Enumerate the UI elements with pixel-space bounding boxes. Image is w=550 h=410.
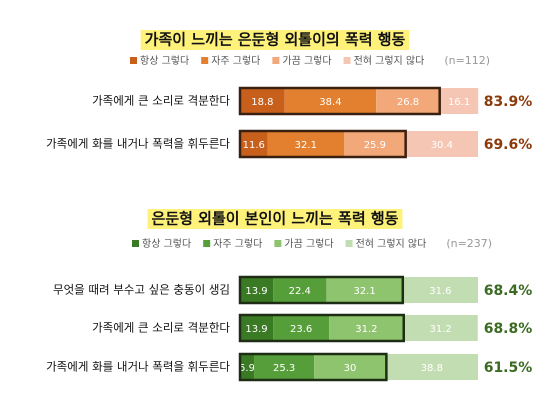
bar-segment (344, 131, 406, 157)
total-outline (238, 313, 405, 343)
bar-segment (385, 354, 478, 380)
total-label: 68.8% (484, 321, 533, 337)
legend-label: 항상 그렇다 (142, 237, 191, 250)
category-label: 가족에게 화를 내거나 폭력을 휘두른다 (46, 137, 230, 151)
bar-segment (240, 131, 268, 157)
legend-swatch (272, 57, 280, 64)
segment-label: 32.1 (295, 140, 317, 151)
category-label: 가족에게 화를 내거나 폭력을 휘두른다 (46, 360, 230, 374)
total-outline (238, 352, 388, 382)
bar-segment (439, 88, 479, 114)
bar-segment (240, 315, 274, 341)
bar-segment (240, 354, 255, 380)
bar-segment (284, 88, 377, 114)
legend-swatch (274, 240, 282, 247)
legend-swatch (201, 57, 209, 64)
total-outline (238, 86, 441, 116)
sample-size-note: (n=237) (446, 237, 492, 250)
bar-segment (240, 88, 285, 114)
bar-segment (254, 354, 315, 380)
segment-label: 38.4 (319, 97, 341, 108)
chart-title: 은둔형 외톨이 본인이 느끼는 폭력 행동 (152, 210, 399, 228)
segment-label: 30.4 (431, 140, 453, 151)
segment-label: 23.6 (290, 324, 312, 335)
segment-label: 16.1 (448, 97, 470, 108)
total-outline (238, 275, 405, 305)
bar-segment (403, 315, 478, 341)
bar-segment (402, 277, 478, 303)
category-label: 가족에게 큰 소리로 격분한다 (92, 321, 230, 335)
segment-label: 32.1 (353, 286, 375, 297)
bar-segment (273, 277, 327, 303)
segment-label: 18.8 (251, 97, 273, 108)
legend-label: 가끔 그렇다 (282, 54, 331, 67)
total-label: 69.6% (484, 137, 533, 153)
legend-swatch (203, 240, 211, 247)
segment-label: 25.3 (273, 363, 295, 374)
bar-segment (405, 131, 478, 157)
legend-label: 전혀 그렇지 않다 (356, 237, 427, 250)
segment-label: 13.9 (245, 324, 267, 335)
sample-size-note: (n=112) (444, 54, 490, 67)
segment-label: 31.6 (429, 286, 451, 297)
total-outline (238, 129, 407, 159)
legend-swatch (130, 57, 137, 64)
total-label: 68.4% (484, 283, 533, 299)
title-highlight (140, 30, 410, 50)
legend-label: 항상 그렇다 (140, 54, 189, 67)
segment-label: 31.2 (430, 324, 452, 335)
segment-label: 22.4 (289, 286, 311, 297)
total-label: 61.5% (484, 360, 533, 376)
title-highlight (147, 209, 403, 229)
legend-label: 전혀 그렇지 않다 (354, 54, 425, 67)
bar-segment (329, 315, 404, 341)
total-label: 83.9% (484, 94, 533, 110)
bar-segment (326, 277, 403, 303)
segment-label: 26.8 (397, 97, 419, 108)
legend-label: 자주 그렇다 (211, 54, 260, 67)
bar-segment (240, 277, 274, 303)
segment-label: 30 (344, 363, 357, 374)
segment-label: 38.8 (421, 363, 443, 374)
legend-swatch (343, 57, 351, 64)
segment-label: 31.2 (355, 324, 377, 335)
bar-segment (267, 131, 345, 157)
legend-label: 가끔 그렇다 (284, 237, 333, 250)
legend-label: 자주 그렇다 (213, 237, 262, 250)
bar-segment (273, 315, 330, 341)
category-label: 가족에게 큰 소리로 격분한다 (92, 94, 230, 108)
legend-swatch (345, 240, 353, 247)
segment-label: 25.9 (364, 140, 386, 151)
segment-label: 13.9 (245, 286, 267, 297)
category-label: 무엇을 때려 부수고 싶은 충동이 생김 (53, 283, 230, 297)
bar-segment (376, 88, 440, 114)
segment-label: 5.9 (239, 363, 255, 374)
legend-swatch (132, 240, 139, 247)
segment-label: 11.6 (243, 140, 265, 151)
bar-segment (314, 354, 386, 380)
chart-title: 가족이 느끼는 은둔형 외톨이의 폭력 행동 (145, 31, 406, 49)
